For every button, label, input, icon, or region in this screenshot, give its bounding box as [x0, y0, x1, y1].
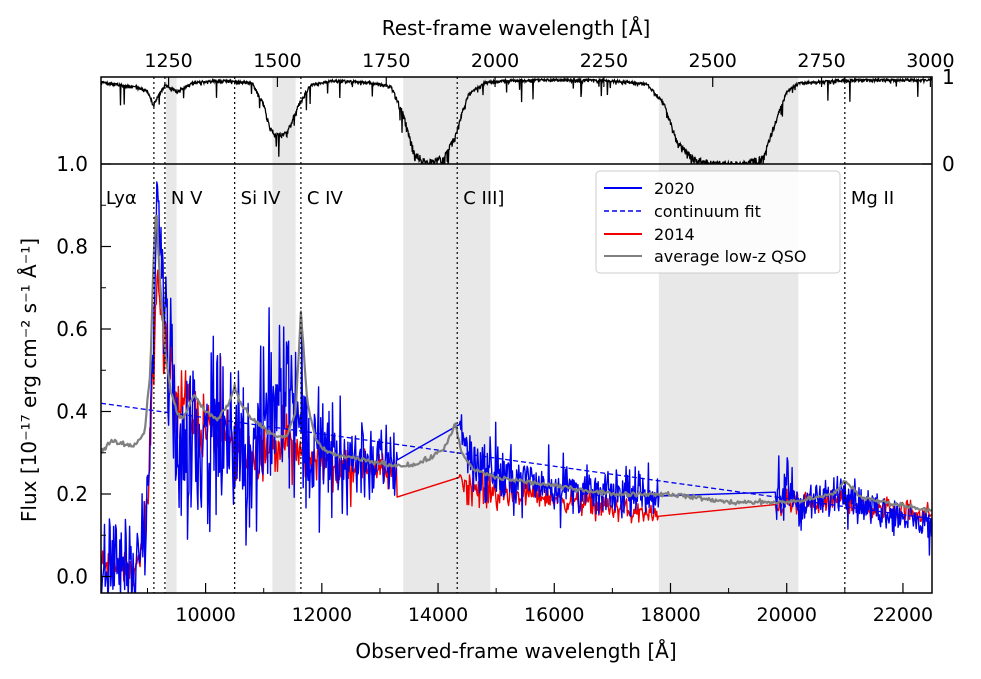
- shaded-band-2: [403, 77, 459, 593]
- trans-tick-label-0: 0: [942, 152, 955, 176]
- legend-label-2014: 2014: [654, 225, 695, 244]
- legend-box: [595, 170, 841, 274]
- emission-line-label-1: N V: [171, 188, 203, 209]
- x-tick-label-2: 14000: [408, 604, 468, 626]
- top-tick-label-5: 2500: [689, 50, 737, 72]
- top-tick-label-1: 1500: [253, 50, 301, 72]
- top-tick-label-3: 2000: [471, 50, 519, 72]
- series-2014: [101, 269, 932, 587]
- legend-label-continuum: continuum fit: [654, 202, 761, 221]
- y-tick-label-0: 0.0: [56, 565, 88, 589]
- transmission-axis-ticks: 01: [922, 65, 955, 176]
- shaded-bands: [166, 77, 799, 593]
- emission-line-label-3: C IV: [307, 188, 344, 209]
- plot-series: [101, 181, 932, 593]
- y-tick-label-4: 0.8: [56, 235, 88, 259]
- emission-line-label-2: Si IV: [241, 188, 281, 209]
- emission-line-markers: [153, 77, 846, 593]
- legend-label-qso: average low-z QSO: [654, 247, 807, 266]
- series-transmission: [101, 77, 932, 164]
- y-tick-label-2: 0.4: [56, 400, 88, 424]
- top-tick-label-4: 2250: [580, 50, 628, 72]
- y-axis-ticks: 0.0 0.2 0.4 0.6 0.8 1.0: [56, 152, 111, 589]
- x-tick-label-0: 10000: [175, 604, 235, 626]
- x-tick-label-6: 22000: [873, 604, 933, 626]
- y-tick-label-1: 0.2: [56, 482, 88, 506]
- x-tick-label-1: 12000: [292, 604, 352, 626]
- top-tick-label-6: 2750: [797, 50, 845, 72]
- x-tick-label-5: 20000: [756, 604, 816, 626]
- series-2020: [101, 181, 932, 593]
- transmission-panel: [101, 77, 932, 164]
- series-average-qso: [101, 214, 932, 514]
- shaded-band-3: [458, 77, 491, 593]
- x-tick-label-4: 18000: [640, 604, 700, 626]
- legend-label-2020: 2020: [654, 179, 695, 198]
- top-axis-label: Rest-frame wavelength [Å]: [382, 16, 651, 40]
- y-tick-label-5: 1.0: [56, 152, 88, 176]
- emission-line-labels: Lyα N V Si IV C IV C III] Mg II: [106, 188, 894, 209]
- top-tick-label-7: 3000: [906, 50, 954, 72]
- top-tick-label-2: 1750: [362, 50, 410, 72]
- top-axis-ticks: 1250 1500 1750 2000 2250 2500 2750 3000: [144, 50, 955, 87]
- x-tick-label-3: 16000: [524, 604, 584, 626]
- emission-line-label-0: Lyα: [106, 188, 137, 209]
- emission-line-label-4: C III]: [463, 188, 504, 209]
- emission-line-label-5: Mg II: [851, 188, 894, 209]
- plot-frame: [100, 76, 933, 594]
- trans-tick-label-1: 1: [942, 65, 955, 89]
- y-tick-label-3: 0.6: [56, 317, 88, 341]
- x-axis-label: Observed-frame wavelength [Å]: [355, 639, 676, 663]
- x-axis-ticks: 10000 12000 14000 16000 18000 20000 22000: [146, 583, 933, 626]
- legend: 2020 continuum fit 2014 average low-z QS…: [595, 170, 841, 274]
- y-axis-label: Flux [10⁻¹⁷ erg cm⁻² s⁻¹ Å⁻¹]: [17, 238, 41, 522]
- top-tick-label-0: 1250: [144, 50, 192, 72]
